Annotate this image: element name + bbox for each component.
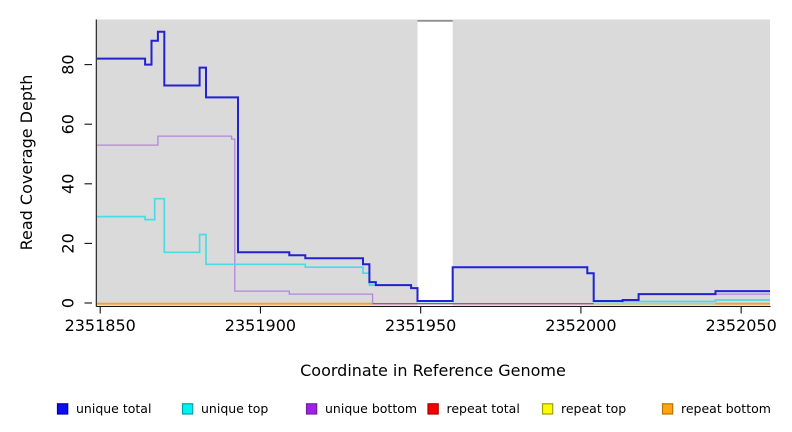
legend-swatch-repeat-total [427,403,439,415]
legend-label: repeat bottom [681,401,771,416]
no-data-band [417,21,453,306]
legend-item-repeat-bottom: repeat bottom [661,401,771,416]
legend-swatch-repeat-top [541,403,554,415]
x-tick-label: 2351850 [65,316,136,335]
x-tick-label: 2352000 [545,316,616,335]
x-tick-label: 2351900 [225,316,296,335]
legend-label: repeat total [447,401,520,416]
y-tick-label: 80 [59,54,78,74]
legend-item-unique-bottom: unique bottom [305,401,417,416]
y-tick-label: 20 [59,233,78,253]
y-axis-title: Read Coverage Depth [17,75,36,251]
legend-label: repeat top [561,401,626,416]
y-tick-label: 60 [59,114,78,134]
legend-label: unique total [76,401,151,416]
legend-item-repeat-top: repeat top [541,401,626,416]
legend-swatch-unique-bottom [305,403,318,415]
legend-swatch-repeat-bottom [661,403,674,415]
y-tick-label: 40 [59,174,78,194]
legend-label: unique top [201,401,268,416]
legend-item-unique-top: unique top [181,401,268,416]
series-unique-total [97,30,770,302]
legend-item-repeat-total: repeat total [427,401,520,416]
x-tick-label: 2351950 [385,316,456,335]
x-tick-label: 2352050 [706,316,777,335]
legend-swatch-unique-total [56,403,69,415]
legend-label: unique bottom [325,401,417,416]
legend-swatch-unique-top [181,403,194,415]
y-tick-label: 0 [59,298,78,308]
legend-item-unique-total: unique total [56,401,151,416]
x-axis-title: Coordinate in Reference Genome [300,361,566,380]
